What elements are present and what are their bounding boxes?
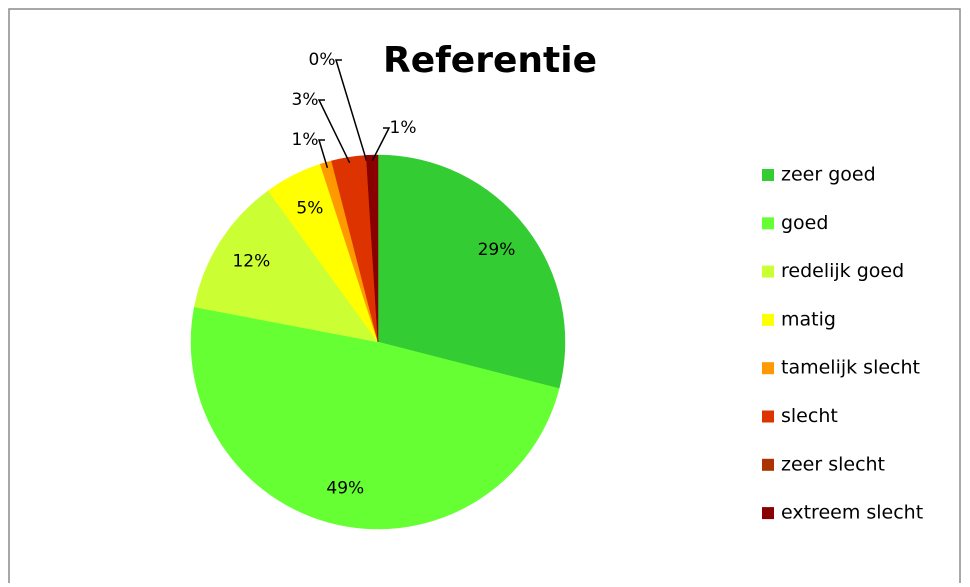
legend-label: tamelijk slecht — [781, 357, 920, 379]
legend-label: matig — [781, 308, 836, 330]
pie-slice — [377, 154, 566, 389]
pie-slice — [190, 306, 560, 530]
leader-line — [317, 139, 329, 169]
legend-label: slecht — [781, 405, 838, 427]
legend-swatch — [762, 362, 774, 375]
legend-label: redelijk goed — [781, 260, 904, 282]
data-label: 12% — [232, 252, 270, 272]
leader-line — [371, 127, 391, 162]
legend-swatch — [762, 169, 774, 181]
pie-slice — [365, 154, 379, 343]
data-label: 0% — [309, 50, 336, 70]
legend-label: goed — [781, 212, 828, 234]
legend-swatch — [762, 313, 774, 326]
data-label: 1% — [390, 118, 417, 138]
chart-title: Referentie — [383, 40, 597, 81]
legend-label: zeer slecht — [781, 453, 885, 475]
legend-swatch — [762, 458, 774, 471]
data-label: 29% — [478, 240, 516, 260]
leader-line — [334, 59, 368, 162]
data-label: 5% — [296, 198, 323, 218]
data-label: 3% — [292, 90, 319, 110]
legend-label: zeer goed — [781, 164, 876, 186]
legend-swatch — [762, 507, 774, 520]
data-label: 1% — [292, 130, 319, 150]
legend-swatch — [762, 410, 774, 423]
data-label: 49% — [326, 478, 364, 498]
legend-swatch — [762, 265, 774, 278]
legend-swatch — [762, 217, 774, 230]
leader-line — [317, 99, 351, 164]
pie-slice — [194, 190, 379, 343]
legend-label: extreem slecht — [781, 502, 923, 524]
